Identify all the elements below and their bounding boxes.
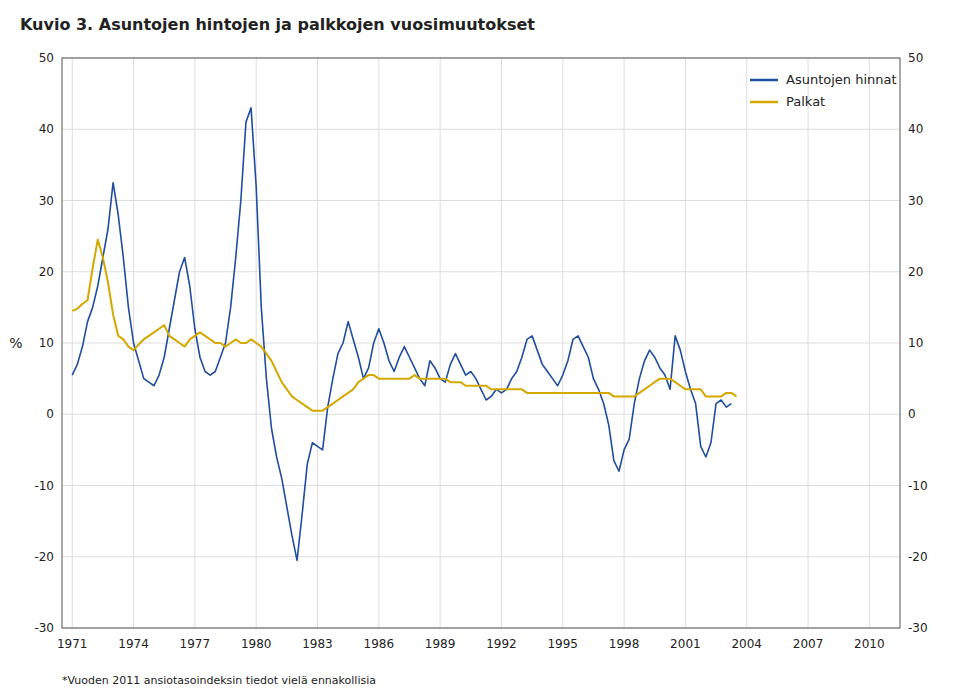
grid-line-x	[808, 58, 809, 628]
y2-tick-label: -30	[908, 621, 928, 635]
y2-tick-label: 40	[908, 122, 923, 136]
x-tick-label: 1995	[547, 637, 578, 651]
x-tick-label: 2010	[854, 637, 885, 651]
y-axis-label: %	[9, 335, 22, 351]
grid-line-y	[62, 485, 900, 486]
y-tick-label: -20	[34, 550, 54, 564]
grid-line-x	[194, 58, 195, 628]
x-tick-label: 2004	[731, 637, 762, 651]
grid-line-x	[378, 58, 379, 628]
y-tick-label: 40	[39, 122, 54, 136]
x-tick-label: 1974	[118, 637, 149, 651]
series-line	[72, 108, 731, 560]
grid-line-x	[746, 58, 747, 628]
x-tick-label: 1980	[241, 637, 272, 651]
x-tick-label: 1983	[302, 637, 333, 651]
y2-tick-label: 20	[908, 265, 923, 279]
grid-line-x	[440, 58, 441, 628]
grid-line-x	[685, 58, 686, 628]
y2-tick-label: 10	[908, 336, 923, 350]
x-tick-label: 2007	[793, 637, 824, 651]
grid-line-x	[501, 58, 502, 628]
y2-tick-label: 0	[908, 407, 916, 421]
y2-tick-label: -20	[908, 550, 928, 564]
x-tick-label: 1998	[609, 637, 640, 651]
grid-line-y	[62, 414, 900, 415]
grid-line-y	[62, 129, 900, 130]
y2-tick-label: 30	[908, 194, 923, 208]
legend-label: Palkat	[786, 94, 825, 109]
y2-tick-label: -10	[908, 479, 928, 493]
x-tick-label: 1977	[180, 637, 211, 651]
grid-line-x	[317, 58, 318, 628]
title: Kuvio 3. Asuntojen hintojen ja palkkojen…	[20, 15, 535, 34]
grid-line-y	[62, 556, 900, 557]
y2-tick-label: 50	[908, 51, 923, 65]
x-tick-label: 1971	[57, 637, 88, 651]
series-group	[72, 108, 736, 560]
chart-container: Kuvio 3. Asuntojen hintojen ja palkkojen…	[0, 0, 960, 700]
grid-line-x	[624, 58, 625, 628]
x-tick-label: 1992	[486, 637, 517, 651]
grid-line-x	[72, 58, 73, 628]
y-tick-label: -10	[34, 479, 54, 493]
x-tick-label: 2001	[670, 637, 701, 651]
series-line	[72, 240, 736, 411]
y-tick-label: -30	[34, 621, 54, 635]
x-tick-label: 1989	[425, 637, 456, 651]
footnote: *Vuoden 2011 ansiotasoindeksin tiedot vi…	[62, 674, 376, 687]
legend-swatch	[750, 79, 778, 82]
grid-line-y	[62, 200, 900, 201]
y-tick-label: 50	[39, 51, 54, 65]
x-tick-label: 1986	[364, 637, 395, 651]
y-tick-label: 0	[46, 407, 54, 421]
grid-line-x	[562, 58, 563, 628]
legend-swatch	[750, 101, 778, 104]
plot-frame	[62, 58, 900, 628]
grid-line-x	[869, 58, 870, 628]
y-tick-label: 30	[39, 194, 54, 208]
legend-label: Asuntojen hinnat	[786, 72, 897, 87]
y-tick-label: 20	[39, 265, 54, 279]
grid	[62, 58, 900, 628]
chart-svg: Kuvio 3. Asuntojen hintojen ja palkkojen…	[0, 0, 960, 700]
legend: Asuntojen hinnat Palkat	[750, 72, 897, 109]
y-tick-label: 10	[39, 336, 54, 350]
